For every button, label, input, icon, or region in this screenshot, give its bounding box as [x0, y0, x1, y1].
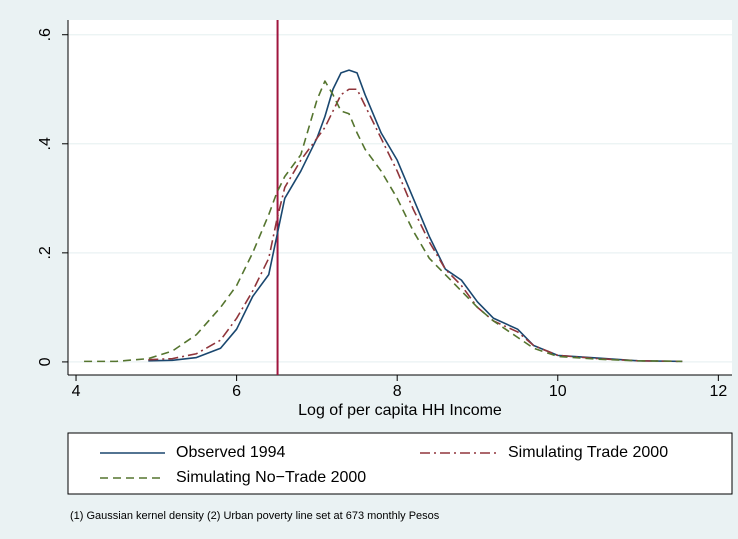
- plot-area: [68, 20, 732, 375]
- density-line: [148, 69, 683, 363]
- x-tick-label: 10: [549, 383, 567, 400]
- x-axis-label: Log of per capita HH Income: [298, 402, 502, 419]
- x-tick-label: 8: [393, 383, 402, 400]
- legend-label: Simulating Trade 2000: [508, 444, 668, 461]
- y-tick-label: .2: [37, 246, 54, 259]
- y-tick-label: .4: [37, 137, 54, 150]
- legend-label: Simulating No−Trade 2000: [176, 469, 366, 486]
- x-tick-label: 6: [232, 383, 241, 400]
- legend-box: [67, 432, 733, 495]
- note: (1) Gaussian kernel density (2) Urban po…: [70, 510, 440, 522]
- y-tick-label: .6: [37, 28, 54, 41]
- y-tick-label: 0: [37, 357, 54, 366]
- density-line: [84, 80, 683, 363]
- x-tick-label: 4: [72, 383, 81, 400]
- density-line: [148, 88, 683, 363]
- legend-label: Observed 1994: [176, 444, 286, 461]
- x-tick-label: 12: [709, 383, 727, 400]
